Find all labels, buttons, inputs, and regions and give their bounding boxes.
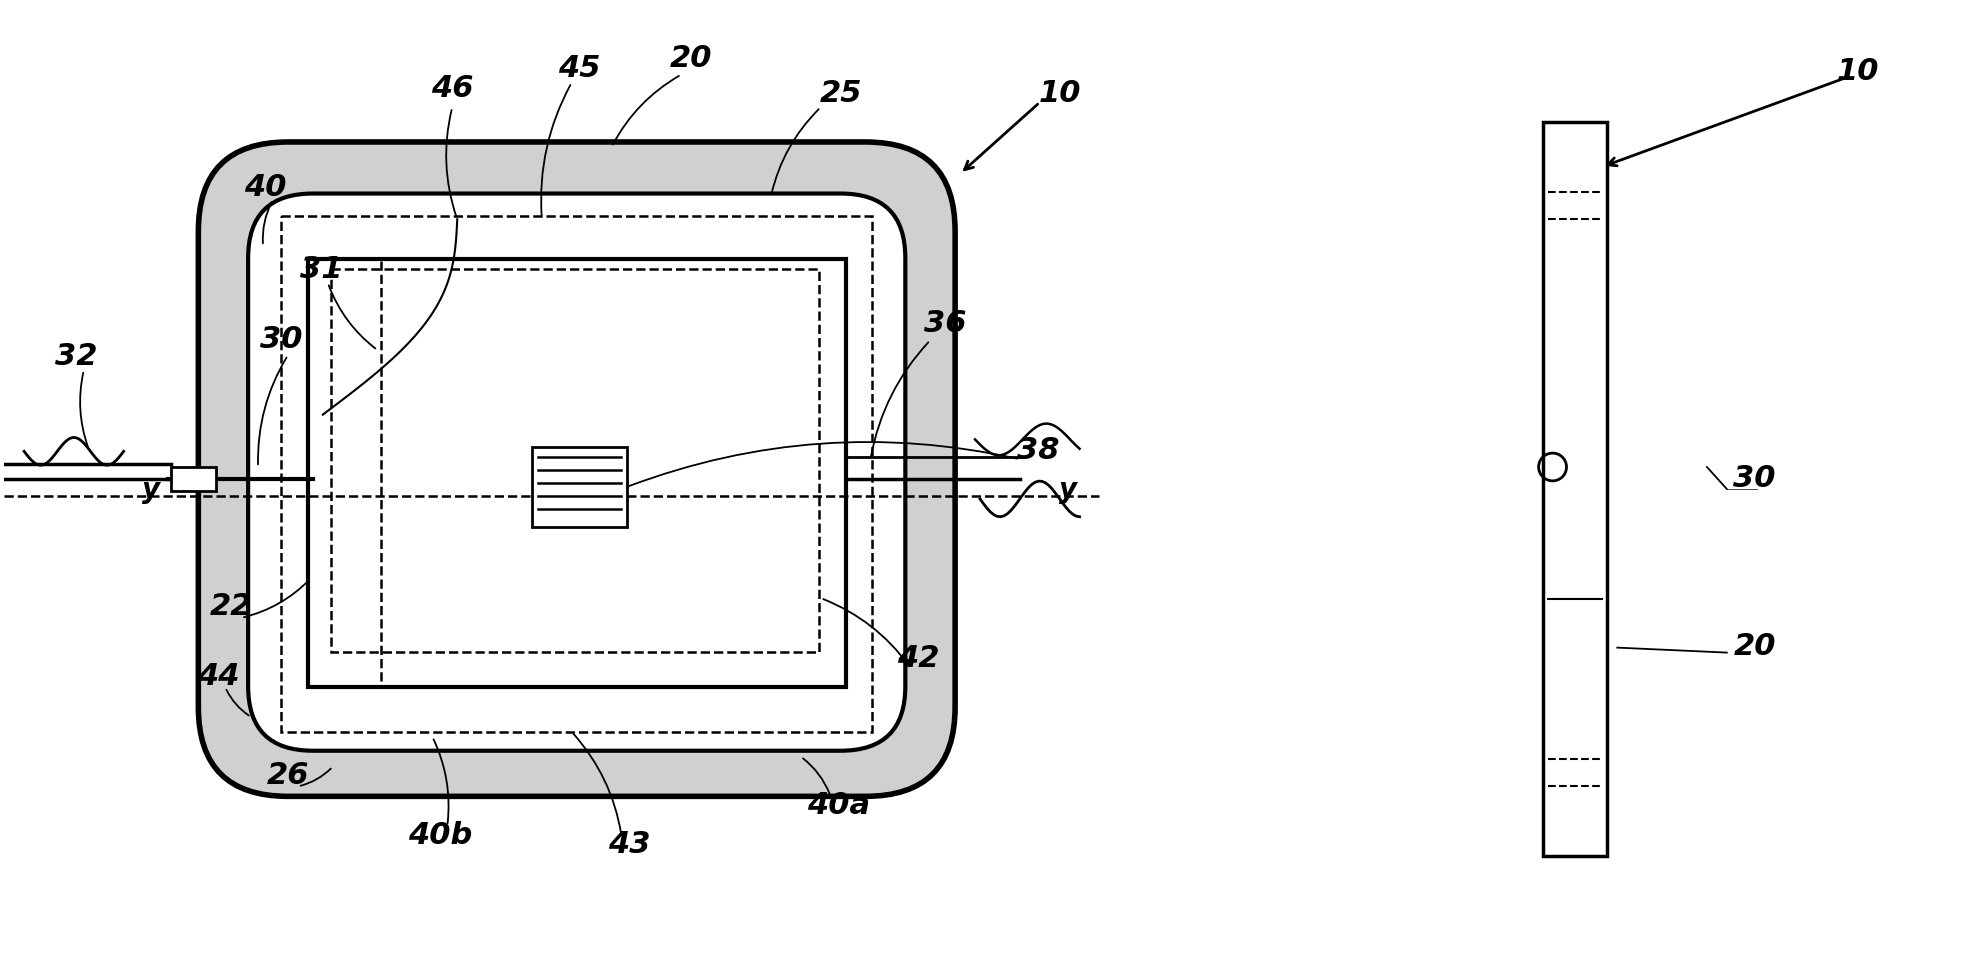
- Text: 40a: 40a: [807, 790, 870, 819]
- FancyBboxPatch shape: [247, 194, 905, 751]
- Text: 20: 20: [1734, 631, 1775, 660]
- Bar: [171, 468, 216, 491]
- Text: 22: 22: [210, 592, 253, 620]
- Text: y: y: [1059, 476, 1076, 503]
- Text: 43: 43: [609, 829, 650, 859]
- Bar: [330, 270, 819, 652]
- Bar: [308, 260, 846, 688]
- Text: 10: 10: [1836, 57, 1880, 86]
- Bar: [1542, 123, 1607, 856]
- Text: 20: 20: [670, 44, 713, 73]
- Text: 40: 40: [244, 173, 287, 202]
- Text: y: y: [143, 476, 161, 503]
- Text: 38: 38: [1017, 436, 1059, 464]
- FancyBboxPatch shape: [198, 143, 955, 796]
- Bar: [281, 217, 872, 732]
- Text: 30: 30: [259, 324, 302, 354]
- Bar: [532, 447, 627, 528]
- Text: 45: 45: [558, 54, 601, 83]
- Text: 26: 26: [267, 760, 308, 789]
- Text: 32: 32: [55, 341, 96, 370]
- Text: 46: 46: [430, 74, 473, 103]
- Text: 30: 30: [1734, 463, 1775, 492]
- Text: 44: 44: [196, 661, 240, 690]
- Text: 40b: 40b: [409, 820, 473, 849]
- Text: 42: 42: [898, 644, 939, 672]
- Text: 10: 10: [1039, 79, 1080, 107]
- Text: 25: 25: [819, 79, 862, 107]
- Text: 31: 31: [300, 255, 342, 284]
- Text: 36: 36: [923, 309, 966, 338]
